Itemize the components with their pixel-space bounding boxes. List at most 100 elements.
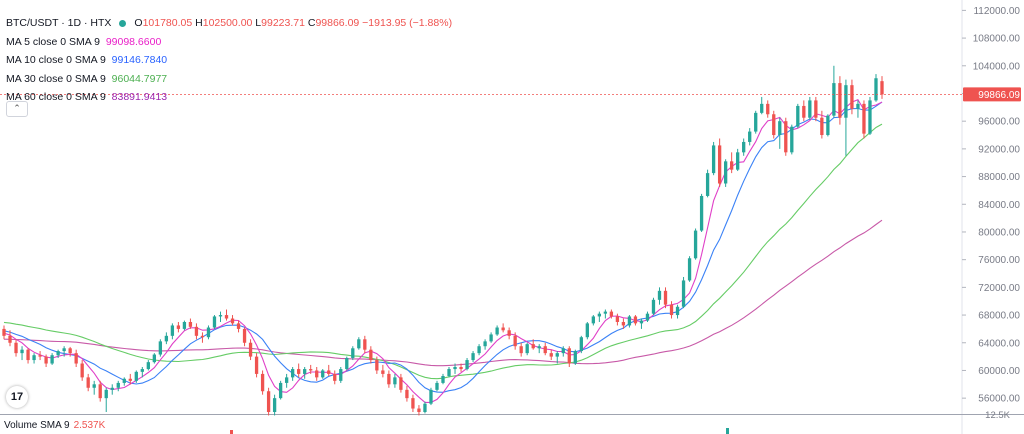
candle-body: [381, 370, 385, 374]
collapse-legend-button[interactable]: ⌃: [6, 101, 28, 117]
tradingview-logo-icon[interactable]: 17: [6, 386, 28, 408]
price-tick-label: 60000.00: [978, 366, 1020, 377]
ma5-line: [3, 99, 883, 403]
candle-body: [567, 348, 571, 364]
candle-body: [603, 311, 608, 314]
candle-body: [711, 145, 716, 174]
price-tick-label: 108000.00: [973, 34, 1021, 45]
candle-body: [212, 316, 217, 328]
candle-body: [808, 100, 812, 118]
candle-body: [501, 327, 505, 331]
candle-body: [832, 83, 836, 116]
ma10-value: 99146.7840: [111, 54, 168, 66]
candle-body: [519, 346, 523, 354]
candle-body: [621, 321, 626, 326]
ma60-value: 83891.9413: [111, 91, 168, 103]
ma10-line: [3, 101, 883, 393]
candle-body: [838, 83, 842, 118]
candle-body: [820, 117, 824, 136]
candle-body: [447, 369, 451, 376]
price-tick-label: 68000.00: [978, 311, 1020, 322]
price-tick-label: 64000.00: [978, 338, 1020, 349]
symbol-title[interactable]: BTC/USDT · 1D · HTX: [6, 17, 112, 29]
candle-body: [134, 371, 138, 381]
candle-body: [297, 369, 301, 374]
candle-body: [429, 389, 433, 404]
candle-body: [663, 290, 668, 305]
candle-body: [345, 357, 349, 370]
candle-body: [182, 321, 187, 329]
candle-body: [363, 339, 367, 350]
candle-body: [200, 335, 205, 338]
candle-body: [68, 348, 72, 354]
candle-body: [321, 370, 325, 378]
chart-legend: BTC/USDT · 1D · HTX O101780.05 H102500.00…: [6, 14, 452, 107]
price-tick-label: 88000.00: [978, 172, 1020, 183]
candle-body: [543, 346, 547, 354]
candle-body: [26, 349, 30, 361]
candle-body: [657, 290, 662, 300]
candle-body: [333, 373, 337, 381]
candle-body: [56, 351, 60, 356]
candle-body: [880, 81, 884, 95]
candle-body: [146, 362, 150, 370]
candle-body: [74, 353, 78, 364]
candle-body: [158, 341, 163, 355]
candle-body: [254, 356, 259, 374]
candle-body: [705, 173, 710, 196]
candle-body: [2, 328, 6, 336]
price-tick-label: 112000.00: [973, 6, 1020, 17]
candle-body: [38, 355, 42, 357]
candle-body: [116, 382, 120, 388]
candle-body: [411, 398, 415, 409]
indicator-ma10[interactable]: MA 10 close 0 SMA 9 99146.7840: [6, 54, 168, 66]
price-tick-label: 56000.00: [978, 394, 1020, 405]
candle-body: [507, 330, 511, 336]
candle-body: [730, 161, 734, 170]
candle-body: [760, 103, 764, 113]
candle-body: [748, 131, 752, 142]
candle-body: [856, 103, 860, 109]
candle-body: [248, 342, 253, 357]
indicator-ma30[interactable]: MA 30 close 0 SMA 9 96044.7977: [6, 72, 168, 85]
candle-body: [128, 378, 132, 381]
candle-body: [573, 351, 577, 364]
candle-body: [814, 100, 818, 118]
candle-body: [62, 348, 66, 352]
candle-body: [615, 316, 620, 322]
last-price-tag: [963, 87, 1021, 102]
candle-body: [471, 353, 475, 361]
candle-body: [417, 408, 421, 412]
candle-body: [549, 353, 553, 357]
price-tick-label: 96000.00: [978, 117, 1020, 128]
candle-body: [32, 355, 36, 361]
candle-body: [218, 315, 223, 317]
candle-body: [387, 373, 391, 385]
ma5-value: 99098.6600: [105, 35, 162, 48]
close-value: 99866.09: [315, 17, 360, 29]
candle-body: [489, 334, 493, 342]
candle-body: [826, 115, 830, 136]
indicator-ma5[interactable]: MA 5 close 0 SMA 9 99098.6600: [6, 35, 162, 48]
candle-body: [44, 356, 48, 364]
candle-body: [405, 389, 409, 399]
candle-body: [453, 366, 457, 370]
indicator-ma60[interactable]: MA 60 close 0 SMA 9 83891.9413: [6, 91, 168, 103]
volume-bar: [230, 430, 233, 434]
candle-body: [561, 348, 565, 354]
candle-body: [699, 195, 704, 231]
candle-body: [351, 348, 355, 358]
candle-body: [315, 370, 319, 378]
market-status-icon: [119, 19, 127, 27]
candle-body: [693, 230, 698, 259]
candle-body: [844, 85, 848, 118]
price-tick-label: 84000.00: [978, 200, 1020, 211]
price-tick-label: 80000.00: [978, 227, 1020, 238]
candle-body: [681, 280, 686, 307]
price-tick-label: 92000.00: [978, 144, 1020, 155]
candle-body: [393, 377, 397, 385]
candle-body: [152, 354, 156, 363]
volume-legend[interactable]: Volume SMA 9 2.537K: [4, 420, 106, 431]
candle-body: [742, 141, 746, 153]
